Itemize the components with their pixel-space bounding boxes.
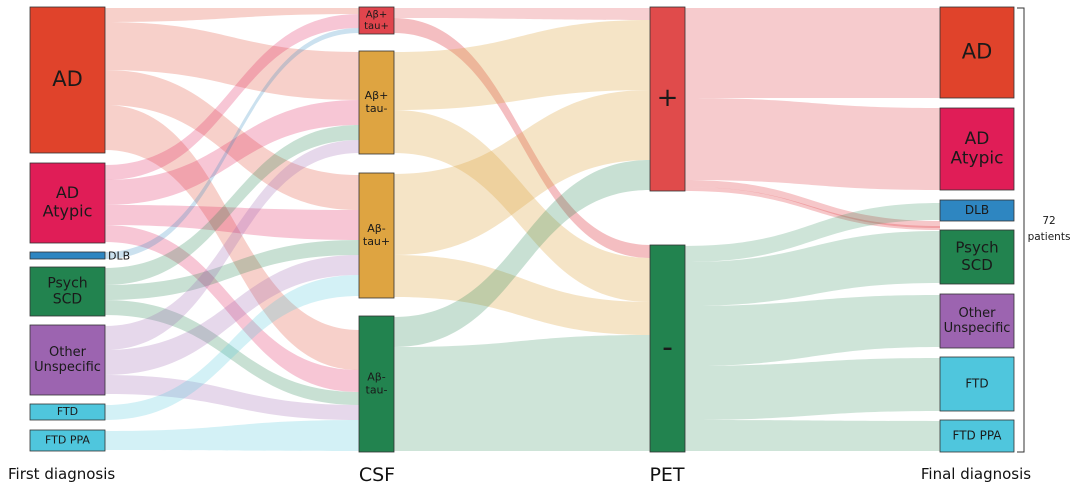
node-f_other — [29, 324, 106, 396]
bracket-count: 72 — [1042, 215, 1055, 227]
node-label-z_psych: SCD — [961, 256, 993, 274]
node-f_ftd — [29, 403, 106, 421]
bracket-unit: patients — [1028, 231, 1071, 243]
node-z_dlb — [939, 199, 1015, 222]
node-label-f_other: Other — [49, 345, 87, 360]
node-z_other — [939, 293, 1015, 349]
node-c_ab_tau_mm — [358, 315, 395, 453]
node-label-f_ftdppa: FTD PPA — [45, 434, 90, 447]
node-label-z_atypic: AD — [965, 129, 990, 149]
node-f_ftdppa — [29, 429, 106, 452]
node-label-z_ad: AD — [962, 39, 993, 63]
flow-link — [105, 240, 359, 300]
node-label-z_ftdppa: FTD PPA — [953, 428, 1003, 442]
node-c_ab_tau_mp — [358, 172, 395, 299]
flow-link — [685, 98, 940, 190]
node-z_psych — [939, 229, 1015, 285]
node-z_ad — [939, 6, 1015, 99]
flow-link — [105, 14, 359, 180]
flow-link — [105, 225, 359, 392]
flow-link — [394, 8, 650, 20]
flow-link — [105, 8, 359, 22]
flow-link — [105, 255, 359, 375]
node-label-c_ab_tau_mp: tau+ — [363, 235, 390, 248]
flow-link — [685, 231, 940, 306]
node-label-c_ab_tau_mm: Aβ- — [367, 371, 386, 384]
node-label-f_atypic: AD — [56, 183, 79, 202]
flow-link — [105, 375, 359, 420]
flow-links — [105, 8, 940, 451]
node-label-f_other: Unspecific — [34, 360, 101, 375]
final-diagnosis-title: Final diagnosis — [921, 465, 1031, 483]
node-label-f_ftd: FTD — [57, 405, 78, 418]
node-label-f_atypic: Atypic — [43, 202, 93, 221]
flow-link — [394, 90, 650, 255]
flow-link — [394, 255, 650, 335]
flow-link — [394, 18, 650, 258]
node-label-p_minus: - — [662, 330, 673, 365]
flow-link — [685, 420, 940, 451]
first-diagnosis-title: First diagnosis — [8, 465, 115, 483]
flow-link — [105, 125, 359, 285]
flow-link — [685, 203, 940, 262]
node-label-f_ad: AD — [52, 67, 83, 91]
flow-link — [105, 28, 359, 259]
node-z_ftdppa — [939, 419, 1015, 453]
node-c_ab_tau_pm — [358, 50, 395, 155]
node-z_atypic — [939, 107, 1015, 191]
pet-title: PET — [649, 464, 684, 486]
csf-title: CSF — [359, 464, 395, 486]
flow-link — [105, 275, 359, 420]
flow-link — [685, 180, 940, 228]
node-label-c_ab_tau_pp: tau+ — [364, 21, 389, 32]
flow-link — [105, 300, 359, 405]
flow-link — [685, 187, 940, 230]
flow-link — [105, 22, 359, 100]
flow-link — [394, 160, 650, 347]
node-label-f_dlb: DLB — [108, 249, 130, 262]
node-label-z_dlb: DLB — [965, 203, 989, 217]
diagram-nodes: ADADAtypicDLBPsychSCDOtherUnspecificFTDF… — [29, 6, 1015, 453]
node-f_psych — [29, 266, 106, 317]
node-label-c_ab_tau_pm: tau- — [366, 102, 388, 115]
flow-link — [394, 20, 650, 110]
node-label-c_ab_tau_mm: tau- — [366, 383, 388, 396]
node-label-c_ab_tau_pm: Aβ+ — [365, 89, 389, 102]
node-label-p_plus: + — [657, 83, 679, 113]
flow-link — [685, 8, 940, 98]
node-label-f_psych: SCD — [53, 291, 82, 307]
node-p_plus — [649, 6, 686, 192]
flow-link — [105, 70, 359, 210]
node-label-z_ftd: FTD — [965, 376, 988, 390]
node-f_dlb — [29, 251, 106, 260]
flow-link — [105, 100, 359, 205]
flow-link — [105, 140, 359, 350]
flow-link — [105, 105, 359, 370]
node-label-z_other: Other — [959, 306, 997, 321]
node-c_ab_tau_pp — [358, 6, 395, 35]
node-label-f_psych: Psych — [47, 275, 87, 291]
node-f_ad — [29, 6, 106, 154]
patients-bracket — [1017, 7, 1025, 453]
node-z_ftd — [939, 356, 1015, 412]
flow-link — [685, 295, 940, 366]
node-label-c_ab_tau_pp: Aβ+ — [366, 10, 388, 21]
node-f_atypic — [29, 162, 106, 244]
node-label-z_other: Unspecific — [944, 321, 1011, 336]
node-label-z_psych: Psych — [955, 239, 998, 257]
node-label-c_ab_tau_mp: Aβ- — [367, 222, 386, 235]
node-label-z_atypic: Atypic — [951, 148, 1004, 168]
flow-link — [685, 358, 940, 420]
node-p_minus — [649, 244, 686, 453]
flow-link — [394, 335, 650, 451]
flow-link — [105, 420, 359, 451]
flow-link — [105, 205, 359, 240]
flow-link — [394, 110, 650, 302]
